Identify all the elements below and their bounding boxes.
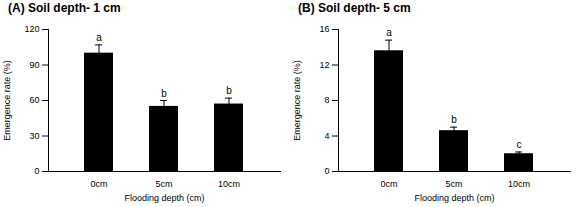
svg-text:12: 12 <box>319 60 329 70</box>
svg-text:5cm: 5cm <box>155 179 172 189</box>
svg-text:0cm: 0cm <box>90 179 107 189</box>
svg-text:Emergence rate (%): Emergence rate (%) <box>2 60 12 141</box>
svg-text:a: a <box>386 27 392 38</box>
svg-text:90: 90 <box>29 60 39 70</box>
svg-text:30: 30 <box>29 131 39 141</box>
svg-text:120: 120 <box>24 24 39 34</box>
svg-text:60: 60 <box>29 95 39 105</box>
svg-text:b: b <box>226 85 232 96</box>
svg-text:a: a <box>96 32 102 43</box>
svg-text:b: b <box>451 114 457 125</box>
html-text:(B) Soil depth- 5 cm: (B) Soil depth- 5 cm <box>298 1 411 15</box>
svg-text:0: 0 <box>324 166 329 176</box>
svg-text:0: 0 <box>34 166 39 176</box>
svg-text:Flooding depth (cm): Flooding depth (cm) <box>124 193 204 203</box>
svg-text:0cm: 0cm <box>380 179 397 189</box>
svg-text:4: 4 <box>324 131 329 141</box>
svg-text:10cm: 10cm <box>508 179 530 189</box>
svg-text:Emergence rate (%): Emergence rate (%) <box>292 60 302 141</box>
svg-text:Flooding depth (cm): Flooding depth (cm) <box>414 193 494 203</box>
svg-text:5cm: 5cm <box>445 179 462 189</box>
svg-text:10cm: 10cm <box>218 179 240 189</box>
html-text:(A) Soil depth- 1 cm: (A) Soil depth- 1 cm <box>8 1 121 15</box>
svg-text:c: c <box>517 139 522 150</box>
svg-text:8: 8 <box>324 95 329 105</box>
svg-text:b: b <box>161 88 167 99</box>
svg-text:16: 16 <box>319 24 329 34</box>
